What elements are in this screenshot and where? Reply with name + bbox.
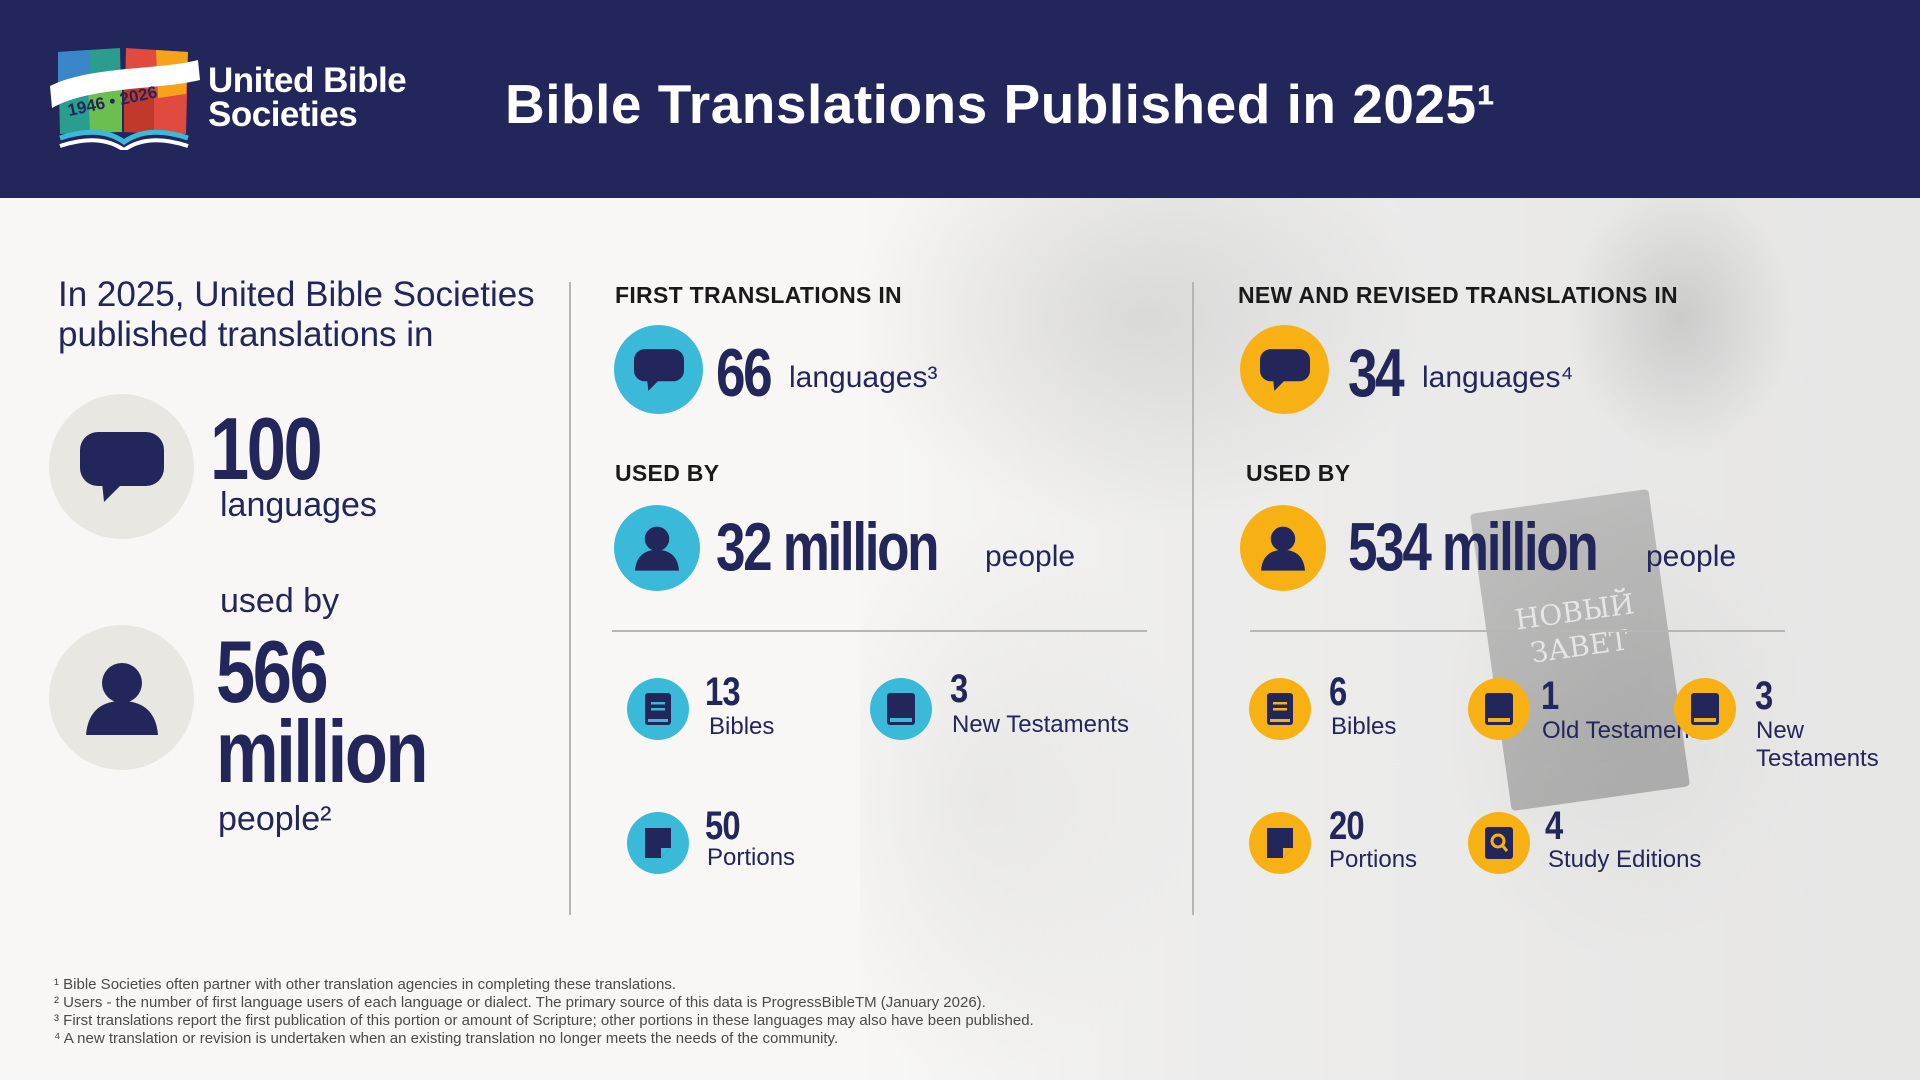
logo-line1: United Bible [208,61,407,100]
revised-separator [1250,630,1785,632]
revised-portions-circle [1249,812,1311,874]
first-bibles-value: 13 [705,670,741,714]
bible-icon [645,693,671,725]
overview-people-value-2: million [216,702,428,801]
revised-heading: NEW AND REVISED TRANSLATIONS IN [1238,282,1678,308]
revised-nt-value: 3 [1755,674,1773,718]
overview-used-by: used by [220,582,340,620]
footnote-3: ³ First translations report the first pu… [54,1012,1034,1029]
first-separator [612,630,1147,632]
revised-languages-value: 34 [1348,335,1405,411]
first-nt-label: New Testaments [952,711,1129,738]
person-icon [85,662,158,735]
logo-wordmark: United Bible Societies [208,61,407,134]
column-divider-1 [569,282,571,915]
footnotes: ¹ Bible Societies often partner with oth… [54,976,1034,1048]
revised-study-circle [1468,812,1530,874]
first-portions-label: Portions [707,844,796,871]
book-icon [1691,693,1719,725]
background-photo [860,198,1920,1080]
revised-bibles-value: 6 [1329,670,1347,714]
footnote-4: ⁴ A new translation or revision is under… [54,1030,839,1047]
person-icon [635,526,679,571]
first-languages-label: languages³ [789,361,938,394]
revised-study-value: 4 [1545,804,1563,848]
first-nt-value: 3 [950,667,968,711]
first-people-value: 32 million [716,509,940,585]
speech-bubble-icon [633,348,684,391]
revised-used-by: USED BY [1246,460,1351,486]
languages-circle [49,394,194,539]
intro-text: In 2025, United Bible Societies publishe… [58,275,535,354]
column-divider-2 [1192,282,1194,915]
logo-line2: Societies [208,95,358,134]
overview-languages-label: languages [220,486,377,524]
revised-people-circle [1240,505,1326,591]
revised-bibles-label: Bibles [1331,713,1397,740]
bible-icon [1267,693,1293,725]
revised-ot-circle [1468,678,1530,740]
revised-study-label: Study Editions [1548,846,1702,873]
first-people-circle [614,505,700,591]
page-title: Bible Translations Published in 2025¹ [505,73,1496,135]
revised-languages-circle [1240,325,1329,414]
people-circle [49,625,194,770]
revised-bibles-circle [1249,678,1311,740]
page-icon [1267,828,1293,858]
first-portions-value: 50 [705,804,741,848]
ubs-logo[interactable]: 1946 • 2026 United Bible Societies [50,46,410,156]
revised-nt-circle [1674,678,1736,740]
overview-people-label: people² [218,800,332,838]
revised-languages-label: languages⁴ [1422,361,1574,394]
first-languages-value: 66 [716,335,773,411]
first-people-label: people [985,540,1076,573]
revised-people-value: 534 million [1348,509,1599,585]
book-icon [887,693,915,725]
person-icon [1261,526,1305,571]
revised-ot-value: 1 [1541,674,1559,718]
speech-bubble-icon [79,431,164,502]
revised-portions-label: Portions [1329,846,1418,873]
overview-people-value-1: 566 [216,622,329,721]
page-icon [645,828,671,858]
footnote-1: ¹ Bible Societies often partner with oth… [54,976,677,993]
first-heading: FIRST TRANSLATIONS IN [615,282,902,308]
magnifier-book-icon [1485,827,1513,859]
book-icon [1485,693,1513,725]
first-used-by: USED BY [615,460,720,486]
first-bibles-circle [627,678,689,740]
logo-book-icon: 1946 • 2026 [50,48,200,150]
revised-ot-label: Old Testament [1542,717,1697,744]
footnote-2: ² Users - the number of first language u… [54,994,986,1011]
first-nt-circle [870,678,932,740]
overview-languages-value: 100 [210,399,323,498]
first-languages-circle [614,325,703,414]
first-portions-circle [627,812,689,874]
speech-bubble-icon [1259,348,1310,391]
revised-people-label: people [1646,540,1737,573]
revised-nt-label: New Testaments [1756,717,1879,772]
header-banner: 1946 • 2026 United Bible Societies Bible… [0,0,1920,198]
first-bibles-label: Bibles [709,713,775,740]
revised-portions-value: 20 [1329,804,1365,848]
